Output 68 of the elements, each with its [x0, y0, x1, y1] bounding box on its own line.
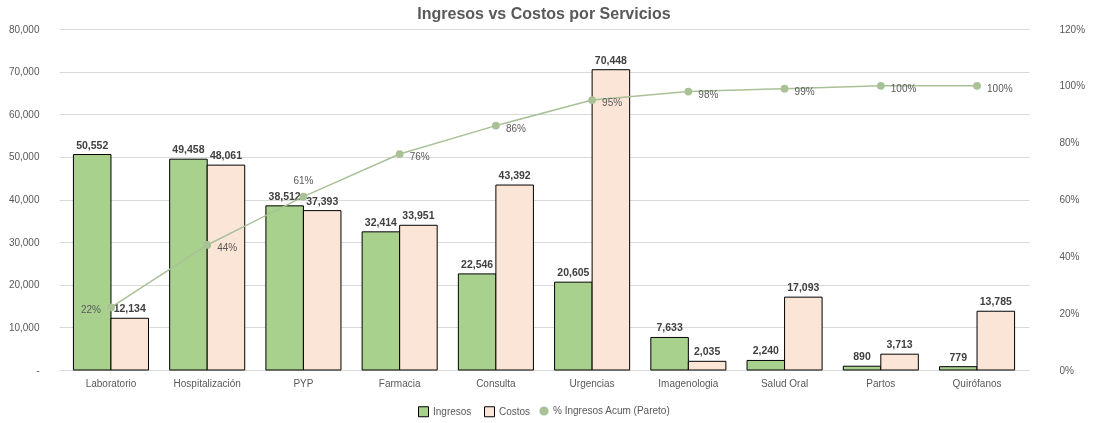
- y-tick-label: 40,000: [8, 194, 40, 205]
- data-label: 2,240: [752, 344, 780, 357]
- y2-tick-label: 120%: [1059, 23, 1086, 35]
- data-label: 98%: [698, 88, 719, 100]
- y-tick-label: -: [36, 364, 40, 376]
- data-label: 12,134: [113, 302, 146, 315]
- data-label: 99%: [794, 85, 815, 97]
- y-tick-label: 80,000: [8, 23, 40, 35]
- data-label: 86%: [505, 122, 527, 134]
- y-tick-label: 30,000: [8, 236, 40, 248]
- y-tick-label: 60,000: [8, 108, 40, 120]
- data-label: 38,512: [268, 189, 301, 202]
- y2-tick-label: 100%: [1059, 80, 1086, 92]
- data-label: 49,458: [172, 143, 205, 156]
- data-label: 779: [949, 350, 968, 363]
- data-label: 95%: [602, 97, 623, 109]
- y-tick-label: 20,000: [8, 279, 40, 291]
- data-label: 100%: [987, 82, 1013, 94]
- data-label: 20,605: [557, 266, 590, 279]
- y-tick-label: 50,000: [8, 151, 40, 163]
- x-tick-label: PYP: [293, 377, 314, 389]
- chart-title: Ingresos vs Costos por Servicios: [417, 5, 671, 22]
- data-label: 61%: [293, 174, 314, 186]
- data-label: 33,951: [402, 209, 435, 222]
- x-tick-label: Hospitalización: [173, 377, 241, 389]
- point: [203, 241, 212, 249]
- data-label: 76%: [409, 151, 430, 163]
- point: [684, 87, 693, 96]
- data-label: 890: [853, 350, 871, 363]
- data-label: 100%: [890, 82, 917, 94]
- x-tick-label: Salud Oral: [760, 377, 809, 389]
- y-tick-label: 70,000: [8, 66, 40, 78]
- legend-label: % Ingresos Acum (Pareto): [553, 405, 670, 416]
- x-tick-label: Quirófanos: [952, 377, 1002, 389]
- y2-tick-label: 60%: [1059, 194, 1080, 205]
- legend-label: Ingresos: [433, 405, 472, 417]
- y2-tick-label: 0%: [1059, 364, 1075, 376]
- point: [395, 150, 404, 158]
- data-label: 2,035: [693, 345, 721, 358]
- data-label: 37,393: [306, 194, 339, 207]
- x-tick-label: Imagenologia: [658, 377, 719, 389]
- data-label: 7,633: [656, 321, 683, 334]
- x-tick-label: Laboratorio: [85, 377, 137, 389]
- data-label: 13,785: [979, 295, 1013, 308]
- x-tick-label: Consulta: [476, 377, 517, 389]
- point: [780, 84, 789, 93]
- y2-tick-label: 40%: [1059, 250, 1080, 262]
- x-tick-label: Urgencias: [569, 377, 615, 389]
- data-label: 70,448: [594, 53, 628, 66]
- point: [588, 96, 596, 104]
- data-label: 3,713: [886, 338, 913, 351]
- data-label: 50,552: [76, 138, 109, 151]
- y-tick-label: 10,000: [8, 321, 40, 333]
- data-label: 32,414: [364, 215, 398, 228]
- data-label: 48,061: [209, 149, 243, 162]
- point: [876, 81, 885, 90]
- y2-tick-label: 80%: [1059, 137, 1080, 149]
- data-label: 17,093: [787, 281, 820, 294]
- data-label: 44%: [217, 241, 238, 253]
- point: [492, 121, 500, 130]
- x-tick-label: Farmacia: [378, 377, 421, 389]
- data-label: 22,546: [461, 257, 494, 270]
- legend-label: Costos: [499, 405, 531, 417]
- data-label: 43,392: [498, 169, 531, 182]
- x-tick-label: Partos: [866, 377, 896, 389]
- data-label: 22%: [80, 304, 102, 316]
- point: [973, 81, 981, 90]
- y2-tick-label: 20%: [1059, 307, 1080, 319]
